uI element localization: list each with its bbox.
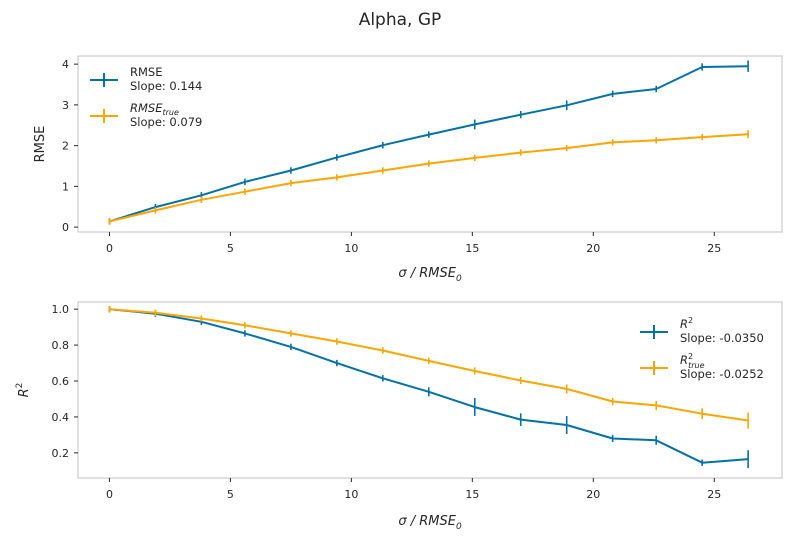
y-tick-label: 1.0: [52, 303, 70, 316]
x-tick-label: 25: [707, 488, 721, 501]
x-tick-label: 15: [465, 242, 479, 255]
y-tick-label: 0.8: [52, 339, 70, 352]
x-axis-label: σ / RMSE0: [398, 514, 462, 532]
plot-frame: [77, 301, 783, 479]
x-tick-label: 10: [344, 242, 358, 255]
x-tick-label: 15: [465, 488, 479, 501]
legend-label: R2 true: [680, 352, 705, 370]
legend-label: RMSEtrue: [130, 101, 179, 117]
y-tick-label: 4: [62, 58, 69, 71]
x-tick-label: 25: [707, 242, 721, 255]
x-tick-label: 0: [106, 488, 113, 501]
x-tick-label: 5: [227, 488, 234, 501]
y-tick-label: 3: [62, 99, 69, 112]
y-tick-label: 2: [62, 140, 69, 153]
legend-label: RMSE: [130, 65, 162, 79]
y-tick-label: 0.2: [52, 447, 70, 460]
x-tick-label: 20: [586, 242, 600, 255]
y-tick-label: 1: [62, 180, 69, 193]
y-axis-label: R2: [15, 383, 32, 398]
legend-slope: Slope: -0.0350: [680, 331, 764, 345]
legend-slope: Slope: 0.144: [130, 79, 202, 93]
x-tick-label: 5: [227, 242, 234, 255]
y-tick-label: 0.6: [52, 375, 70, 388]
figure-title: Alpha, GP: [359, 10, 442, 30]
bottom-panel: 0 5 10 15 20 250.20.40.60.81.0σ / RMSE0R2R2Sl…: [15, 301, 783, 532]
y-axis-label: RMSE: [33, 126, 48, 163]
x-tick-label: 10: [344, 488, 358, 501]
series-rmse: [108, 60, 749, 225]
series-r-true: [108, 305, 749, 429]
series-rmse-true: [108, 130, 749, 225]
y-tick-label: 0.4: [52, 411, 70, 424]
y-tick-label: 0: [62, 221, 69, 234]
legend-slope: Slope: -0.0252: [680, 367, 764, 381]
plot-frame: [77, 55, 783, 233]
x-axis-label: σ / RMSE0: [398, 266, 462, 284]
legend-slope: Slope: 0.079: [130, 115, 202, 129]
x-tick-label: 20: [586, 488, 600, 501]
x-tick-label: 0: [106, 242, 113, 255]
legend-label: R2: [680, 316, 693, 331]
